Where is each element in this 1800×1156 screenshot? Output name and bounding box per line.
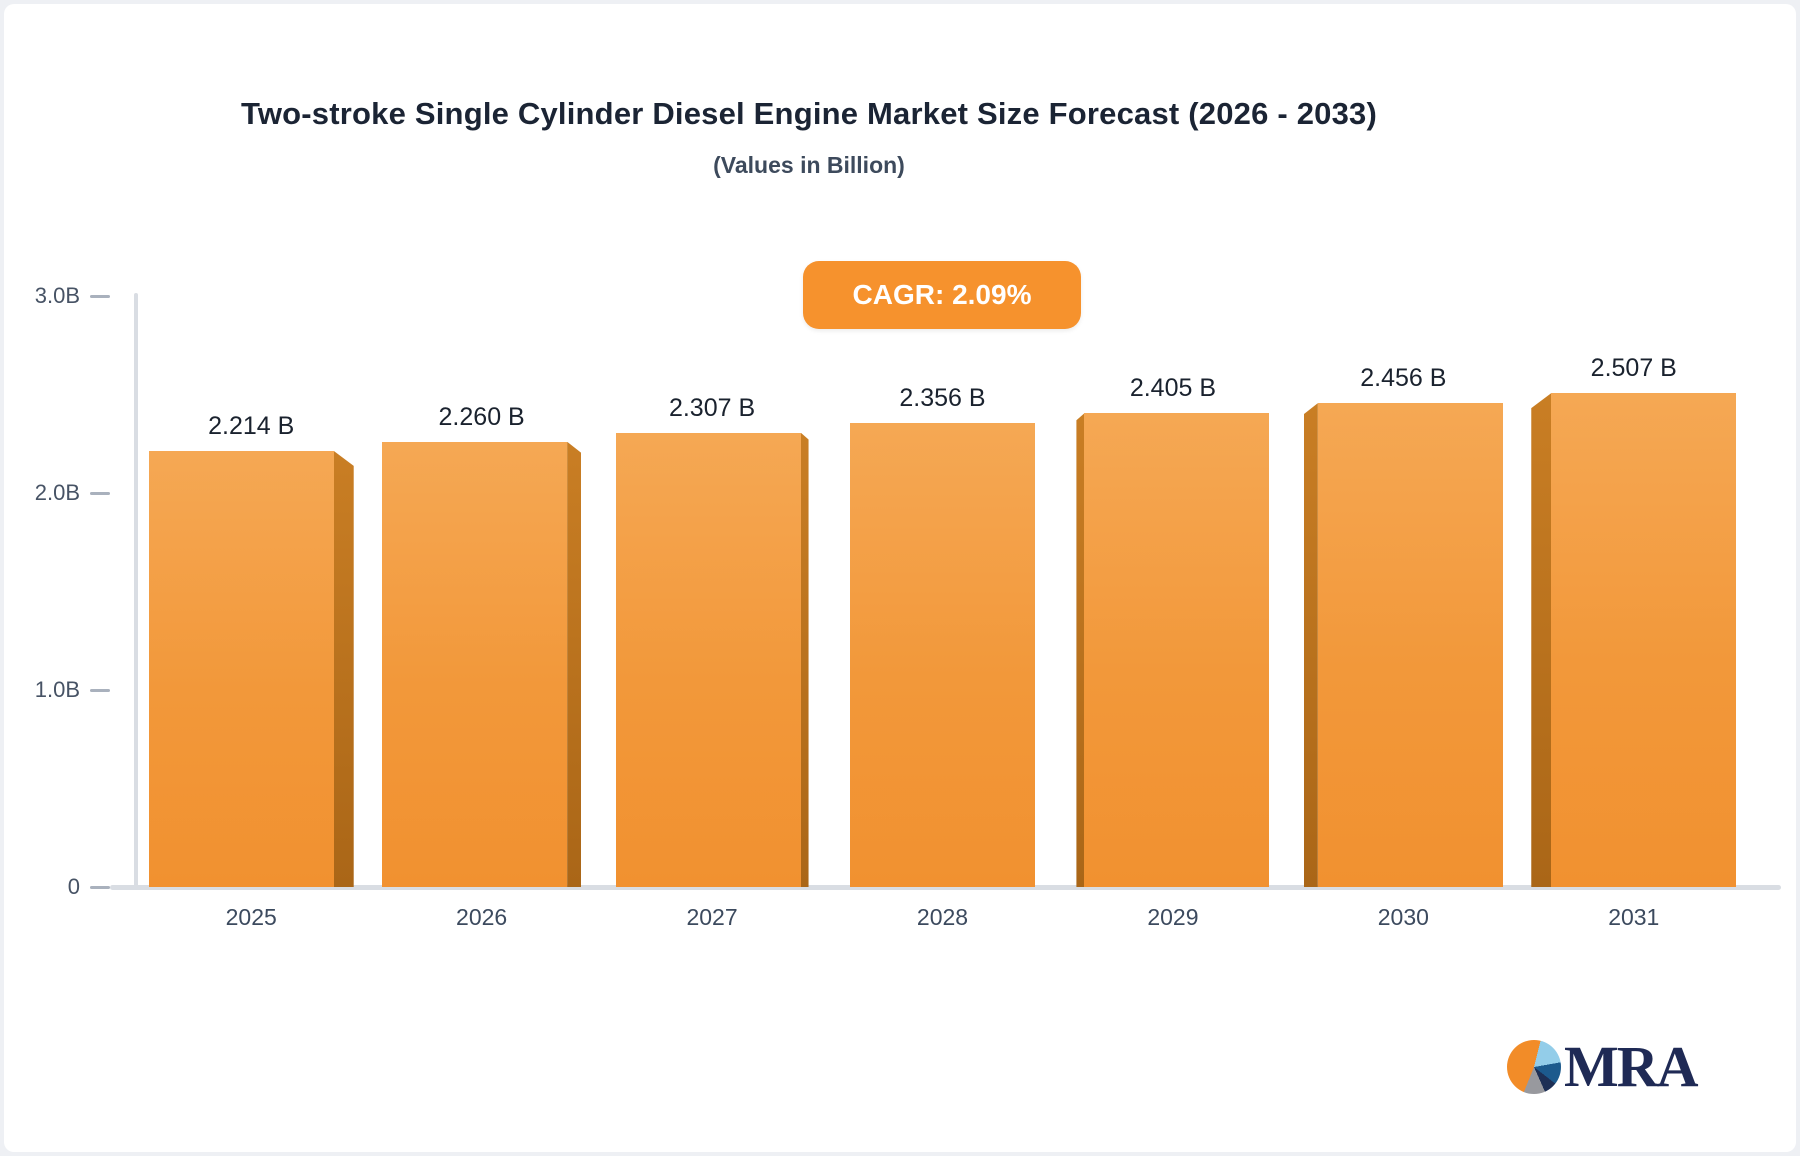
brand-logo: MRA xyxy=(1507,1034,1699,1099)
x-axis-label: 2025 xyxy=(225,904,277,930)
chart-title: Two-stroke Single Cylinder Diesel Engine… xyxy=(241,96,1377,131)
bar-value-label: 2.214 B xyxy=(208,411,295,440)
bar-value-label: 2.507 B xyxy=(1590,354,1677,383)
x-axis-label: 2028 xyxy=(916,904,969,930)
bar xyxy=(382,441,568,887)
x-axis-label: 2026 xyxy=(456,904,508,930)
bar xyxy=(1084,413,1270,887)
x-axis-label: 2027 xyxy=(686,904,738,930)
bar-value-label: 2.405 B xyxy=(1129,374,1216,403)
bar-side-face xyxy=(1076,413,1085,887)
bar-group: 2.214 B xyxy=(136,296,366,887)
y-axis-line xyxy=(134,293,138,890)
y-tick-label: 1.0B xyxy=(34,677,80,702)
y-tick-label: 2.0B xyxy=(34,480,80,505)
x-axis-line xyxy=(110,885,1781,890)
bar-group: 2.456 B xyxy=(1288,296,1518,887)
cagr-badge: CAGR: 2.09% xyxy=(803,261,1081,329)
y-tick-dash xyxy=(90,294,110,298)
bar xyxy=(148,450,334,887)
y-tick-label: 3.0B xyxy=(34,283,80,308)
y-tick-label: 0 xyxy=(67,874,80,899)
bar-value-label: 2.356 B xyxy=(899,383,986,412)
bar-group: 2.260 B xyxy=(366,296,596,887)
y-axis-tick: 3.0B xyxy=(4,281,110,311)
y-axis: 0 1.0B 2.0B 3.0B xyxy=(4,4,114,1156)
bar xyxy=(1551,393,1737,887)
bar-side-face xyxy=(567,441,582,887)
y-axis-tick: 2.0B xyxy=(4,478,110,508)
chart-card: Two-stroke Single Cylinder Diesel Engine… xyxy=(4,4,1796,1152)
bar-side-face xyxy=(800,432,809,887)
x-axis-label: 2029 xyxy=(1147,904,1199,930)
bar xyxy=(849,422,1035,887)
bar-side-face xyxy=(1303,403,1318,887)
x-axis-label: 2031 xyxy=(1608,904,1660,930)
y-tick-dash xyxy=(90,885,110,889)
bar xyxy=(615,432,801,887)
chart-header: Two-stroke Single Cylinder Diesel Engine… xyxy=(64,96,1554,179)
bar-group: 2.405 B xyxy=(1058,296,1288,887)
bar-side-face xyxy=(333,450,354,887)
x-axis-label: 2030 xyxy=(1377,904,1429,930)
bar-side-face xyxy=(1531,393,1552,887)
bar-value-label: 2.307 B xyxy=(668,393,756,422)
pie-chart-logo-icon xyxy=(1507,1040,1561,1094)
bar-group: 2.356 B xyxy=(827,296,1057,887)
y-axis-tick: 1.0B xyxy=(4,675,110,705)
y-tick-dash xyxy=(90,491,110,495)
bar-value-label: 2.260 B xyxy=(438,402,525,431)
y-tick-dash xyxy=(90,688,110,692)
logo-text: MRA xyxy=(1564,1034,1699,1099)
bar xyxy=(1317,403,1503,887)
chart-subtitle: (Values in Billion) xyxy=(713,152,905,178)
bar-group: 2.507 B xyxy=(1519,296,1749,887)
y-axis-tick: 0 xyxy=(4,872,110,902)
bar-group: 2.307 B xyxy=(597,296,827,887)
bar-value-label: 2.456 B xyxy=(1360,364,1447,393)
plot-area: 2.214 B 2025 2.260 B 2026 2.307 B 2027 2.356 B… xyxy=(110,293,1781,930)
